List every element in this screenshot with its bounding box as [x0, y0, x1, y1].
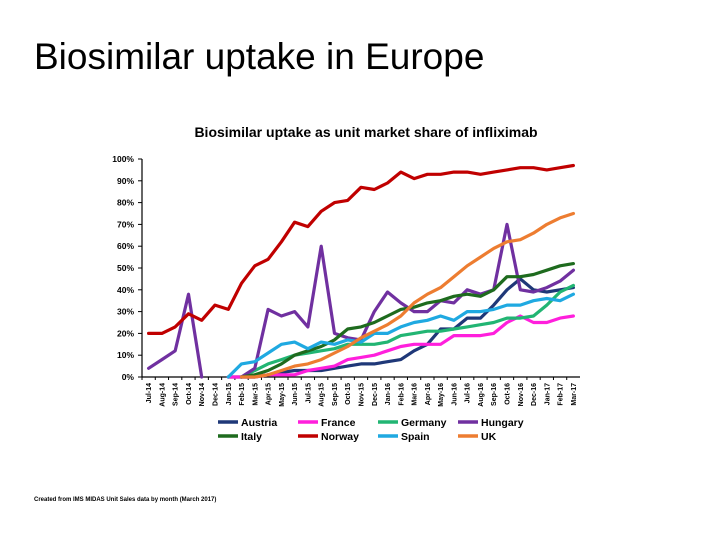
y-tick-label: 70%	[117, 219, 134, 229]
series-line-germany	[239, 283, 575, 379]
x-tick-label: Sep-16	[491, 383, 498, 406]
x-tick-label: Sep-15	[332, 383, 339, 406]
x-tick-label: Jul-16	[465, 383, 472, 403]
legend-item-norway: Norway	[298, 431, 359, 443]
x-tick-label: Oct-14	[186, 383, 193, 405]
legend-label: Hungary	[481, 417, 524, 429]
y-tick-label: 60%	[117, 241, 134, 251]
x-tick-label: Jul-14	[146, 383, 153, 403]
x-tick-label: Jun-15	[292, 383, 299, 406]
y-tick-label: 50%	[117, 263, 134, 273]
x-tick-label: May-15	[279, 383, 286, 407]
y-tick-label: 100%	[112, 154, 134, 164]
legend-item-germany: Germany	[378, 417, 447, 429]
x-tick-label: Aug-16	[478, 383, 485, 407]
series-hungary	[147, 222, 575, 379]
series-line-norway	[147, 163, 575, 335]
series-uk	[239, 211, 575, 379]
x-tick-label: Jan-17	[544, 383, 551, 405]
series-line-spain	[226, 292, 575, 379]
series-germany	[239, 283, 575, 379]
source-footnote: Created from IMS MIDAS Unit Sales data b…	[34, 497, 217, 503]
x-tick-label: Feb-15	[239, 383, 246, 406]
series-line-austria	[226, 277, 575, 379]
x-tick-label: Feb-17	[558, 383, 565, 406]
x-tick-label: Apr-16	[425, 383, 432, 405]
legend-item-uk: UK	[458, 431, 497, 443]
x-tick-label: Jun-16	[451, 383, 458, 406]
chart-title: Biosimilar uptake as unit market share o…	[194, 124, 537, 140]
chart-axes: 0% 10% 20% 30% 40% 50% 60% 70% 80% 90% 100% Jul-14 A…	[112, 154, 580, 407]
x-tick-label: Dec-15	[372, 383, 379, 406]
series-spain	[226, 292, 575, 379]
legend-label: Austria	[241, 417, 277, 429]
legend-label: UK	[481, 431, 497, 443]
series-lines	[147, 163, 575, 379]
legend-label: France	[321, 417, 356, 429]
legend-item-hungary: Hungary	[458, 417, 524, 429]
y-tick-label: 80%	[117, 198, 134, 208]
y-tick-label: 40%	[117, 285, 134, 295]
y-tick-label: 0%	[122, 372, 135, 382]
x-tick-label: Oct-15	[345, 383, 352, 405]
y-tick-label: 20%	[117, 328, 134, 338]
x-tick-label: Oct-16	[505, 383, 512, 405]
x-tick-label: Aug-15	[319, 383, 326, 407]
x-tick-label: Sep-14	[173, 383, 180, 406]
x-tick-label: Apr-15	[266, 383, 273, 405]
x-tick-label: Feb-16	[398, 383, 405, 406]
x-tick-label: Mar-15	[252, 383, 259, 406]
series-austria	[226, 277, 575, 379]
x-tick-label: Mar-17	[571, 383, 578, 406]
legend-item-spain: Spain	[378, 431, 430, 443]
x-tick-label: Jan-16	[385, 383, 392, 405]
legend-item-austria: Austria	[218, 417, 277, 429]
legend-label: Germany	[401, 417, 447, 429]
x-tick-label: Mar-16	[412, 383, 419, 406]
chart-legend: Austria France Germany Hungary Italy Norway Sp…	[218, 417, 524, 443]
series-line-hungary	[147, 222, 575, 379]
x-tick-label: Aug-14	[159, 383, 166, 407]
legend-item-france: France	[298, 417, 356, 429]
slide-title: Biosimilar uptake in Europe	[34, 36, 485, 77]
x-tick-label: Jul-15	[305, 383, 312, 403]
x-tick-label: Nov-16	[518, 383, 525, 406]
x-tick-label: May-16	[438, 383, 445, 407]
y-tick-label: 30%	[117, 307, 134, 317]
legend-label: Spain	[401, 431, 430, 443]
x-tick-label: Dec-14	[213, 383, 220, 406]
x-tick-label: Nov-15	[359, 383, 366, 406]
legend-item-italy: Italy	[218, 431, 262, 443]
y-tick-label: 10%	[117, 350, 134, 360]
legend-label: Italy	[241, 431, 262, 443]
x-tick-label: Dec-16	[531, 383, 538, 406]
y-tick-label: 90%	[117, 176, 134, 186]
legend-label: Norway	[321, 431, 359, 443]
x-tick-label: Jan-15	[226, 383, 233, 405]
x-tick-label: Nov-14	[199, 383, 206, 406]
series-norway	[147, 163, 575, 335]
series-line-uk	[239, 211, 575, 379]
